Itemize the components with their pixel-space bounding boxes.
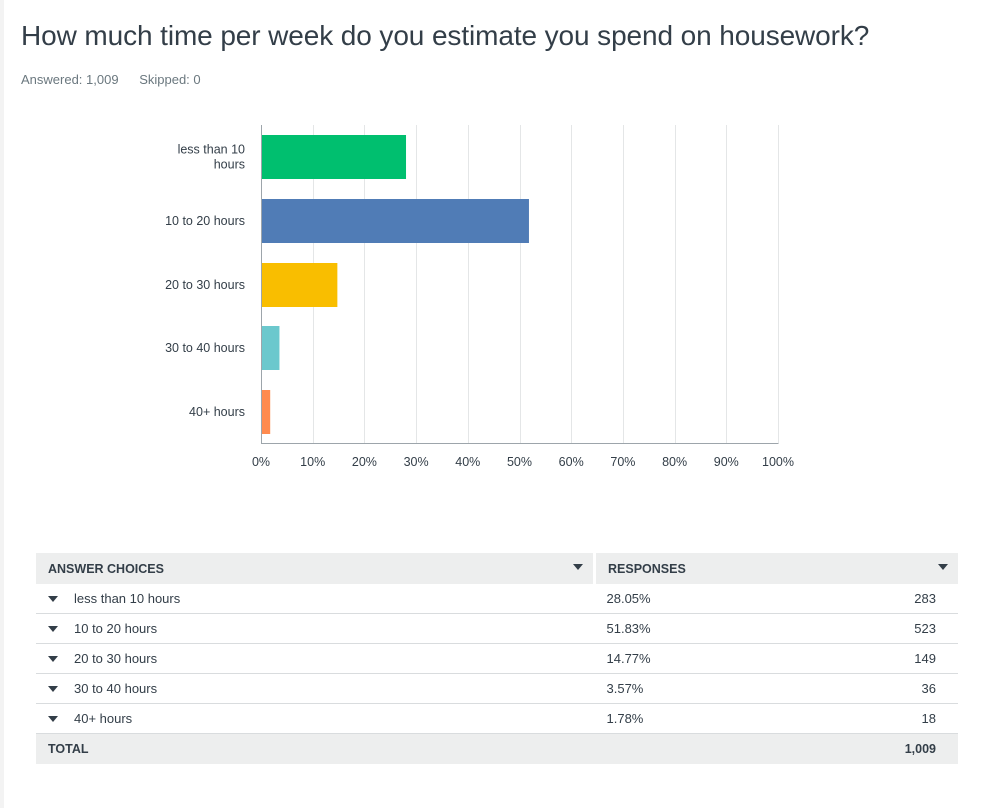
answer-choice-label: 10 to 20 hours: [74, 621, 158, 636]
chart-grid: [313, 125, 779, 443]
table-row: 40+ hours 1.78% 18: [36, 703, 958, 734]
tick-label: 20%: [352, 455, 377, 469]
answer-choice-cell: 20 to 30 hours: [36, 643, 595, 674]
response-percent: 3.57%: [594, 673, 827, 704]
skipped-count: Skipped: 0: [139, 72, 201, 87]
results-table: ANSWER CHOICES RESPONSES less than 10 ho…: [36, 553, 958, 764]
response-count: 523: [826, 613, 958, 644]
responses-header[interactable]: RESPONSES: [594, 553, 958, 584]
caret-down-icon[interactable]: [573, 564, 583, 570]
tick-label: 90%: [714, 455, 739, 469]
answer-choices-header[interactable]: ANSWER CHOICES: [36, 553, 596, 584]
answer-choice-cell: less than 10 hours: [36, 584, 595, 614]
response-stats: Answered: 1,009 Skipped: 0: [21, 72, 218, 87]
tick-label: 80%: [662, 455, 687, 469]
tick-label: 60%: [559, 455, 584, 469]
response-count: 283: [826, 584, 958, 614]
tick-label: 10%: [300, 455, 325, 469]
chart-bars: [262, 135, 529, 434]
bar[interactable]: [262, 326, 280, 370]
total-count: 1,009: [826, 733, 958, 764]
category-label: 20 to 30 hours: [165, 278, 245, 292]
tick-label: 40%: [455, 455, 480, 469]
response-percent: 1.78%: [594, 703, 827, 734]
table-header-row: ANSWER CHOICES RESPONSES: [36, 553, 958, 584]
left-border: [0, 0, 4, 808]
tick-label: 50%: [507, 455, 532, 469]
chart-axes: [261, 125, 779, 444]
tick-label: 30%: [404, 455, 429, 469]
caret-down-icon[interactable]: [48, 685, 58, 692]
category-label: 30 to 40 hours: [165, 341, 245, 355]
total-row: TOTAL 1,009: [36, 733, 958, 764]
answer-choice-cell: 30 to 40 hours: [36, 673, 595, 704]
response-percent: 51.83%: [594, 613, 827, 644]
total-label: TOTAL: [36, 733, 595, 764]
total-spacer: [594, 733, 827, 764]
caret-down-icon[interactable]: [48, 595, 58, 602]
category-label: 10 to 20 hours: [165, 214, 245, 228]
table-row: less than 10 hours 28.05% 283: [36, 584, 958, 614]
answer-choice-label: 20 to 30 hours: [74, 651, 158, 666]
response-count: 36: [826, 673, 958, 704]
response-count: 149: [826, 643, 958, 674]
table-row: 10 to 20 hours 51.83% 523: [36, 613, 958, 644]
bar[interactable]: [262, 135, 407, 179]
response-percent: 28.05%: [594, 584, 827, 614]
chart-tick-labels: 0% 10% 20% 30% 40% 50% 60% 70% 80% 90% 100%: [252, 455, 794, 469]
bar[interactable]: [262, 263, 338, 307]
caret-down-icon[interactable]: [938, 564, 948, 570]
table-row: 30 to 40 hours 3.57% 36: [36, 673, 958, 704]
caret-down-icon[interactable]: [48, 655, 58, 662]
response-percent: 14.77%: [594, 643, 827, 674]
caret-down-icon[interactable]: [48, 715, 58, 722]
tick-label: 100%: [762, 455, 794, 469]
response-count: 18: [826, 703, 958, 734]
tick-label: 0%: [252, 455, 270, 469]
caret-down-icon[interactable]: [48, 625, 58, 632]
category-label: less than 10: [178, 143, 245, 157]
bar[interactable]: [262, 390, 271, 434]
answer-choice-cell: 10 to 20 hours: [36, 613, 595, 644]
answer-choice-label: less than 10 hours: [74, 591, 181, 606]
answer-choice-label: 40+ hours: [74, 711, 133, 726]
responses-header-label: RESPONSES: [608, 561, 686, 576]
answer-choice-cell: 40+ hours: [36, 703, 595, 734]
category-label: 40+ hours: [189, 405, 245, 419]
answer-choice-label: 30 to 40 hours: [74, 681, 158, 696]
answer-choices-header-label: ANSWER CHOICES: [48, 561, 164, 576]
answered-count: Answered: 1,009: [21, 72, 119, 87]
table-row: 20 to 30 hours 14.77% 149: [36, 643, 958, 674]
tick-label: 70%: [610, 455, 635, 469]
category-label: hours: [214, 158, 245, 172]
question-title: How much time per week do you estimate y…: [21, 20, 870, 51]
bar[interactable]: [262, 199, 529, 243]
